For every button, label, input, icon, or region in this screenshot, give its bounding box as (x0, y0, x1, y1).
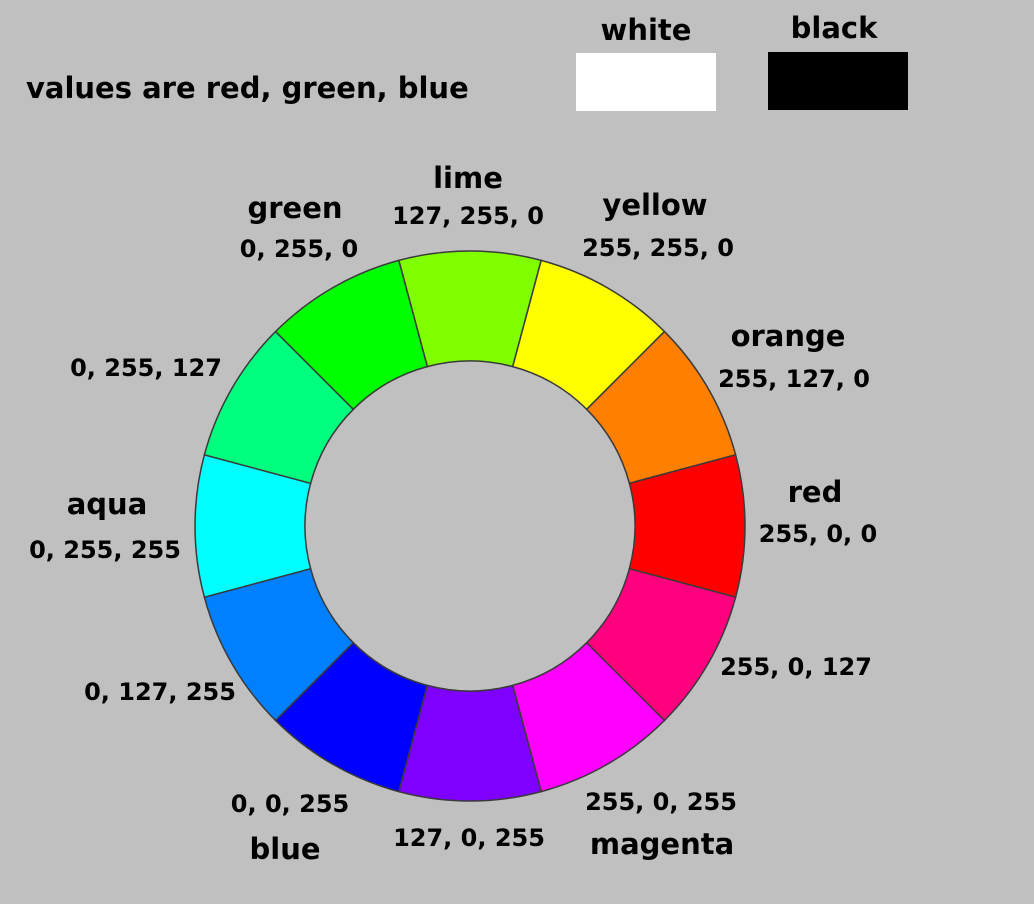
wheel-segment-11 (274, 259, 429, 411)
segment-rgb-lime: 127, 255, 0 (392, 202, 544, 230)
segment-name-blue: blue (249, 832, 321, 866)
segment-name-aqua: aqua (66, 487, 148, 521)
segment-name-green: green (247, 191, 343, 225)
segment-rgb-yellow: 255, 255, 0 (582, 234, 734, 262)
segment-rgb-aqua: 0, 255, 255 (29, 536, 181, 564)
segment-rgb-red: 255, 0, 0 (758, 520, 878, 548)
segment-rgb-blue: 0, 0, 255 (230, 790, 350, 818)
black-swatch (768, 52, 908, 110)
caption: values are red, green, blue (26, 71, 469, 105)
segment-rgb-green: 0, 255, 0 (239, 235, 359, 263)
segment-rgb-orange: 255, 127, 0 (718, 365, 870, 393)
white-swatch (576, 53, 716, 111)
segment-name-lime: lime (433, 161, 503, 195)
swatch-label-white: white (600, 13, 692, 47)
segment-name-yellow: yellow (602, 188, 708, 222)
segment-name-orange: orange (730, 319, 846, 353)
segment-rgb-spring-green: 0, 255, 127 (70, 354, 222, 382)
segment-name-magenta: magenta (589, 827, 735, 861)
segment-rgb-magenta: 255, 0, 255 (585, 788, 737, 816)
swatch-label-black: black (790, 11, 878, 45)
segment-name-red: red (787, 475, 843, 509)
segment-rgb-violet: 127, 0, 255 (393, 824, 545, 852)
segment-rgb-rose: 255, 0, 127 (720, 653, 872, 681)
segment-rgb-azure: 0, 127, 255 (84, 678, 236, 706)
